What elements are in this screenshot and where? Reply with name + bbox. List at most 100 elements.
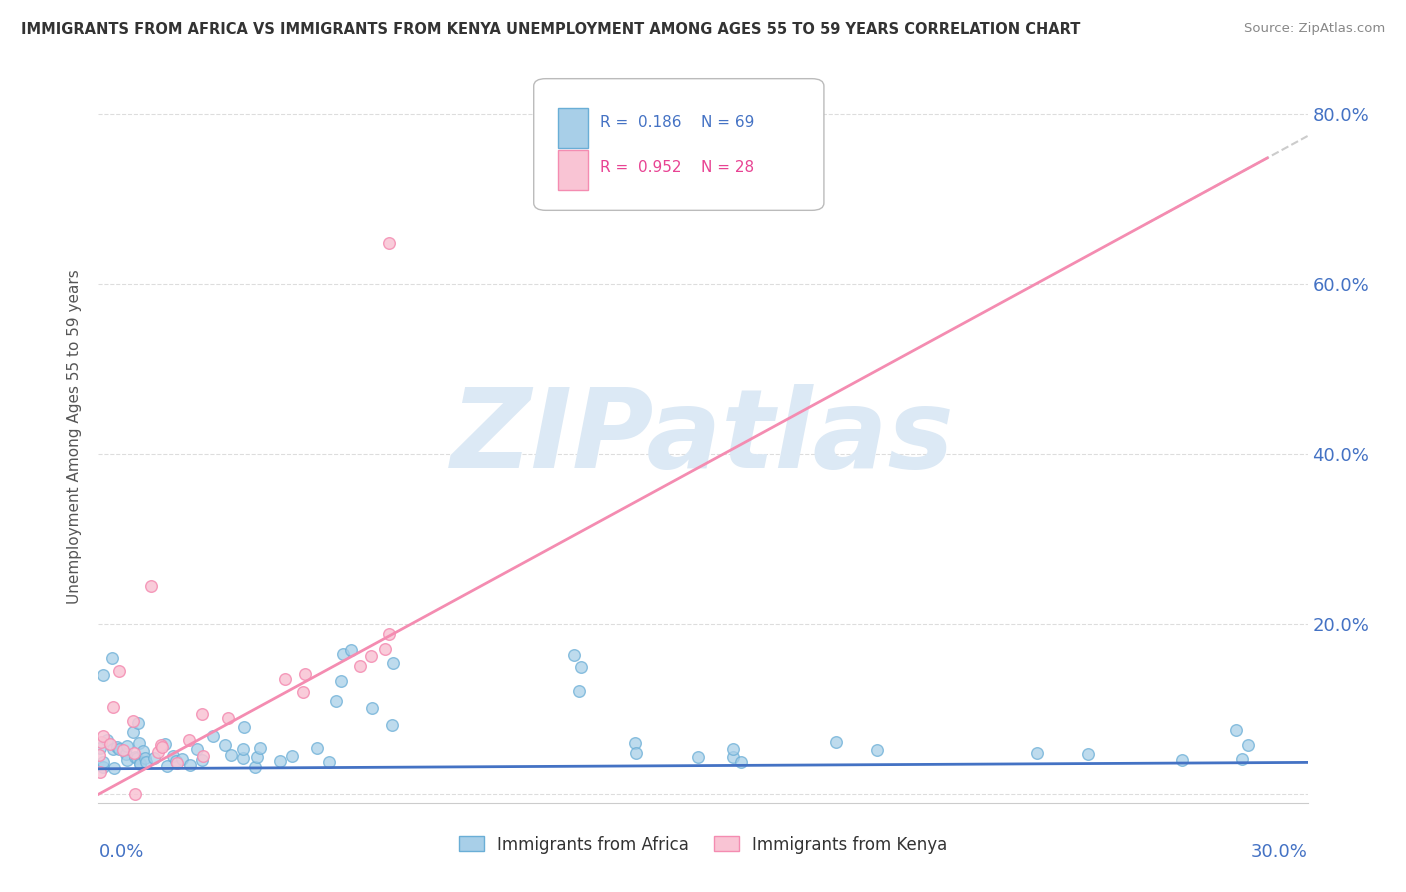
Point	[129, 757, 152, 772]
Text: IMMIGRANTS FROM AFRICA VS IMMIGRANTS FROM KENYA UNEMPLOYMENT AMONG AGES 55 TO 59: IMMIGRANTS FROM AFRICA VS IMMIGRANTS FRO…	[21, 22, 1080, 37]
Point	[294, 667, 316, 681]
Point	[115, 753, 138, 767]
Point	[1170, 753, 1192, 767]
Point	[156, 759, 179, 773]
Point	[721, 750, 744, 764]
Text: ZIPatlas: ZIPatlas	[451, 384, 955, 491]
Point	[122, 714, 145, 728]
Point	[318, 755, 340, 769]
Point	[330, 674, 353, 689]
Point	[232, 720, 254, 734]
Point	[824, 735, 846, 749]
Point	[91, 760, 114, 774]
Point	[186, 742, 208, 756]
Point	[91, 729, 114, 743]
Point	[1236, 738, 1258, 752]
Text: R =  0.186    N = 69: R = 0.186 N = 69	[600, 115, 755, 130]
Point	[332, 647, 354, 661]
Point	[124, 787, 146, 801]
Point	[381, 718, 404, 732]
Text: Source: ZipAtlas.com: Source: ZipAtlas.com	[1244, 22, 1385, 36]
FancyBboxPatch shape	[558, 150, 588, 190]
Point	[108, 742, 131, 756]
Point	[122, 724, 145, 739]
Point	[246, 749, 269, 764]
Point	[96, 733, 118, 747]
Point	[117, 739, 139, 753]
Point	[232, 742, 254, 756]
FancyBboxPatch shape	[558, 108, 588, 148]
Text: 30.0%: 30.0%	[1251, 843, 1308, 861]
Point	[155, 737, 177, 751]
Point	[115, 747, 138, 761]
Point	[165, 754, 187, 768]
Point	[340, 643, 363, 657]
Point	[202, 729, 225, 743]
Point	[90, 735, 112, 749]
Point	[291, 685, 314, 699]
Point	[191, 753, 214, 767]
Point	[568, 684, 591, 698]
Point	[111, 743, 134, 757]
Point	[219, 747, 242, 762]
Point	[124, 750, 146, 764]
Point	[134, 751, 156, 765]
Point	[129, 756, 152, 770]
Text: R =  0.952    N = 28: R = 0.952 N = 28	[600, 161, 755, 176]
Point	[101, 651, 124, 665]
Point	[1077, 747, 1099, 761]
Point	[245, 760, 267, 774]
Point	[179, 757, 201, 772]
Point	[101, 699, 124, 714]
Point	[374, 641, 396, 656]
Point	[166, 756, 188, 771]
Point	[1026, 747, 1049, 761]
Point	[149, 738, 172, 752]
Point	[377, 627, 399, 641]
Point	[217, 711, 239, 725]
Point	[125, 751, 148, 765]
Point	[162, 748, 184, 763]
Point	[214, 738, 236, 752]
Point	[360, 649, 382, 664]
Point	[89, 764, 111, 779]
Point	[325, 694, 347, 708]
Y-axis label: Unemployment Among Ages 55 to 59 years: Unemployment Among Ages 55 to 59 years	[67, 269, 83, 605]
Point	[730, 755, 752, 769]
Point	[89, 740, 111, 755]
Point	[135, 755, 157, 769]
Point	[249, 741, 271, 756]
Point	[193, 749, 215, 764]
Point	[132, 744, 155, 758]
Point	[624, 736, 647, 750]
Text: 0.0%: 0.0%	[98, 843, 143, 861]
Point	[142, 751, 165, 765]
FancyBboxPatch shape	[534, 78, 824, 211]
Point	[1225, 723, 1247, 738]
Point	[564, 648, 586, 663]
Point	[866, 743, 889, 757]
Point	[179, 732, 201, 747]
Point	[89, 747, 111, 762]
Point	[232, 751, 254, 765]
Legend: Immigrants from Africa, Immigrants from Kenya: Immigrants from Africa, Immigrants from …	[451, 829, 955, 860]
Point	[150, 740, 173, 755]
Point	[103, 761, 125, 775]
Point	[307, 740, 329, 755]
Point	[107, 664, 129, 678]
Point	[91, 755, 114, 769]
Point	[569, 660, 592, 674]
Point	[377, 236, 399, 251]
Point	[349, 658, 371, 673]
Point	[721, 741, 744, 756]
Point	[172, 752, 194, 766]
Point	[269, 755, 291, 769]
Point	[139, 579, 162, 593]
Point	[360, 700, 382, 714]
Point	[127, 715, 149, 730]
Point	[280, 748, 302, 763]
Point	[190, 707, 212, 722]
Point	[273, 672, 295, 686]
Point	[128, 735, 150, 749]
Point	[1230, 752, 1253, 766]
